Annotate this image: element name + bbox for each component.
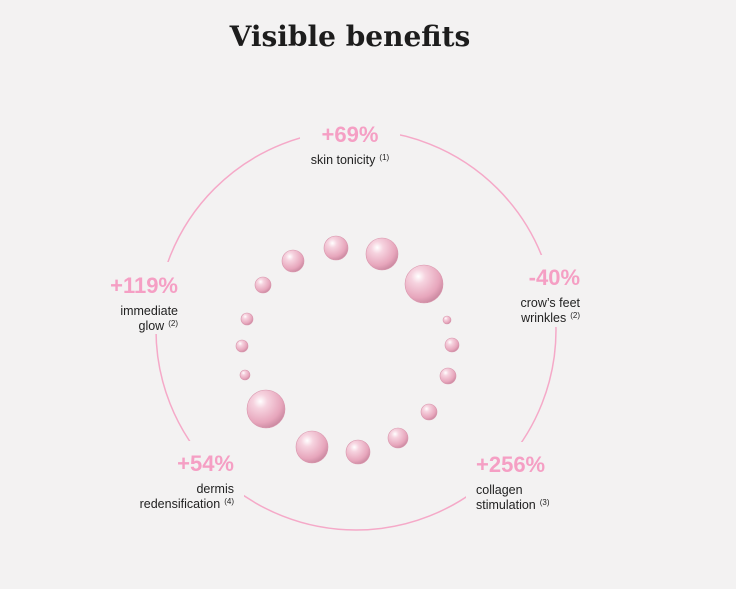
benefit-label: redensification (4) [140, 497, 235, 511]
benefit-value: +256% [476, 452, 545, 477]
droplet [281, 249, 305, 273]
droplet [420, 403, 438, 421]
droplet [246, 389, 286, 429]
benefit-label-line: wrinkles [520, 311, 566, 325]
droplet [439, 367, 457, 385]
droplets [235, 235, 460, 465]
benefit-label: skin tonicity (1) [311, 153, 390, 167]
benefit-labels: +69% skin tonicity (1) -40% crow’s feetwrink… [90, 112, 590, 512]
droplet [239, 369, 251, 381]
benefit-label: wrinkles (2) [520, 311, 580, 325]
benefit-note: (3) [540, 498, 550, 507]
label-backdrop [466, 442, 566, 512]
benefit-label-line: collagen [476, 483, 523, 497]
droplet [365, 237, 399, 271]
benefit-value: +54% [177, 451, 234, 476]
droplet [254, 276, 272, 294]
benefit-label-line: glow [139, 319, 166, 333]
benefit-label: dermis [196, 482, 234, 496]
droplet [323, 235, 349, 261]
benefit-label-line: skin tonicity [311, 153, 376, 167]
benefit-note: (2) [168, 319, 178, 328]
droplet [295, 430, 329, 464]
benefit-label-line: dermis [196, 482, 234, 496]
title: Visible benefits [229, 20, 471, 53]
benefit-label: stimulation (3) [476, 498, 550, 512]
droplet [345, 439, 371, 465]
benefit-label-line: immediate [120, 304, 178, 318]
benefit-note: (1) [379, 153, 389, 162]
benefit-value: -40% [529, 265, 580, 290]
label-backdrop [300, 112, 400, 172]
label-backdrop [510, 255, 590, 327]
benefit-label-line: crow’s feet [520, 296, 580, 310]
droplet [235, 339, 249, 353]
benefit-label: glow (2) [139, 319, 179, 333]
benefit-value: +69% [322, 122, 379, 147]
droplet [387, 427, 409, 449]
droplet [240, 312, 254, 326]
benefit-label-line: redensification [140, 497, 221, 511]
benefit-value: +119% [110, 273, 178, 298]
benefit-note: (2) [570, 311, 580, 320]
label-backdrop [130, 441, 244, 511]
droplet [444, 337, 460, 353]
label-backdrop [90, 262, 190, 334]
benefit-label: crow’s feet [520, 296, 580, 310]
benefit-label: collagen [476, 483, 523, 497]
benefit-label: immediate [120, 304, 178, 318]
droplet [442, 315, 452, 325]
droplet [404, 264, 444, 304]
benefit-label-line: stimulation [476, 498, 536, 512]
benefit-note: (4) [224, 497, 234, 506]
